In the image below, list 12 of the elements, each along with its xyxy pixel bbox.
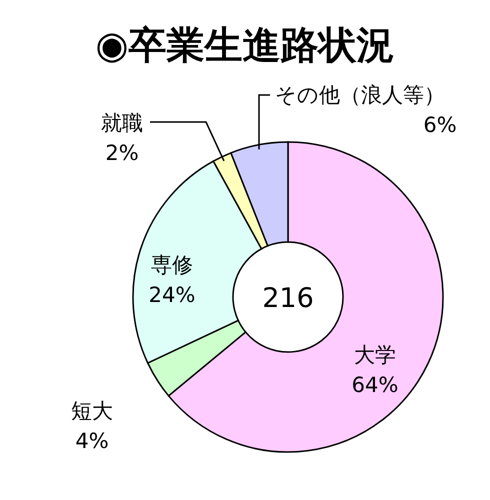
chart-title: ◉卒業生進路状況 <box>95 23 395 67</box>
data-label: 64% <box>352 373 398 397</box>
slice-label: 就職 <box>101 111 143 135</box>
data-label: 6% <box>423 113 457 137</box>
data-label: 24% <box>148 283 196 307</box>
slice-label: その他（浪人等） <box>275 83 445 107</box>
slice-label: 短大 <box>71 399 113 423</box>
slice-label: 専修 <box>151 253 193 277</box>
slice-label: 大学 <box>354 343 396 367</box>
data-label: 2% <box>105 141 139 165</box>
data-label: 4% <box>75 429 109 453</box>
text: 216 <box>262 283 314 314</box>
